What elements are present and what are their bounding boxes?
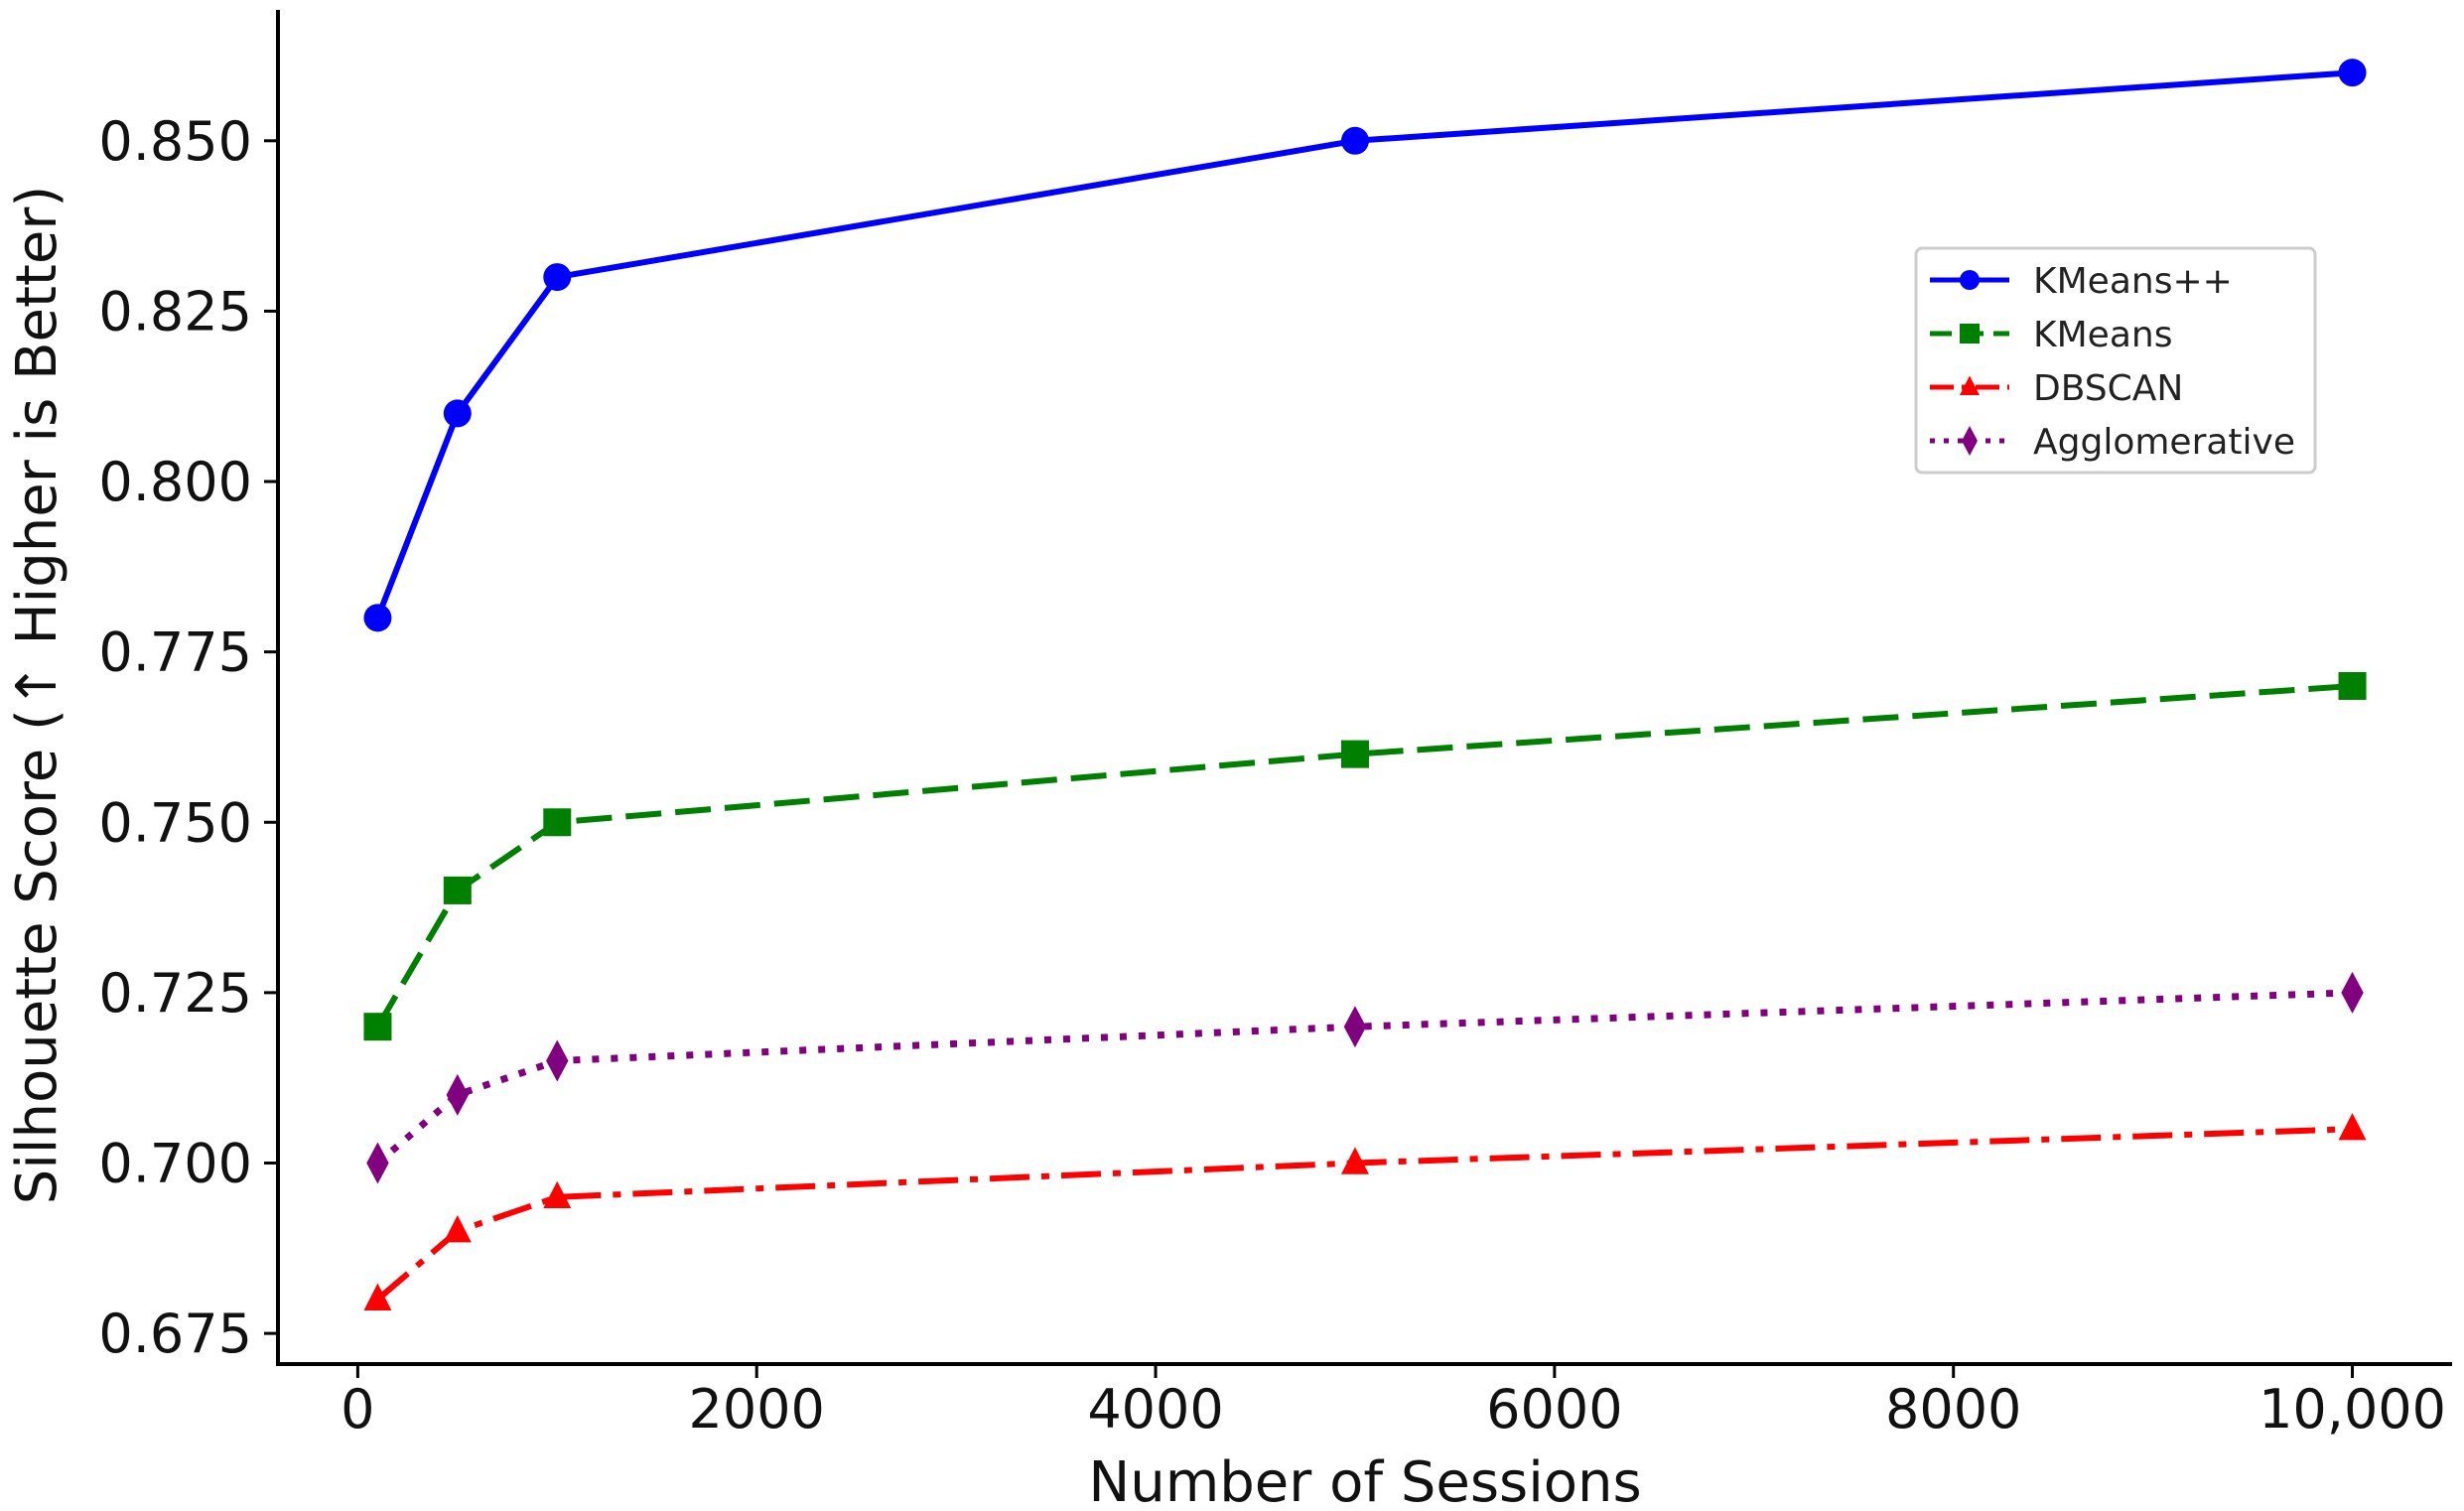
data-point	[363, 604, 392, 632]
x-tick-label: 10,000	[2259, 1378, 2446, 1441]
data-point	[543, 1180, 572, 1209]
data-point	[2341, 971, 2364, 1014]
x-axis-label: Number of Sessions	[1088, 1450, 1641, 1511]
data-point	[366, 1142, 389, 1184]
legend-item-kmeans: KMeans	[1930, 315, 2172, 355]
legend-label: Agglomerative	[2033, 422, 2295, 463]
series-kmeans	[363, 671, 2367, 1041]
legend-frame	[1914, 246, 2317, 475]
y-tick-label: 0.675	[98, 1303, 252, 1365]
series-line-kmeans	[374, 683, 2353, 1029]
data-point	[543, 263, 572, 292]
data-point	[446, 1073, 470, 1116]
legend-item-agglomerative: Agglomerative	[1930, 422, 2295, 463]
series-agglomerative	[366, 971, 2364, 1184]
data-point	[1340, 740, 1369, 768]
y-tick-label: 0.850	[98, 110, 252, 173]
y-tick-label: 0.750	[98, 791, 252, 854]
x-axis-ticks: 0 2000 4000 6000 8000 10,000	[341, 1364, 2446, 1441]
y-tick-label: 0.800	[98, 451, 252, 513]
legend-label: DBSCAN	[2033, 368, 2183, 409]
plot-lines	[363, 59, 2367, 1310]
legend-item-dbscan: DBSCAN	[1930, 368, 2183, 409]
data-point	[443, 399, 472, 428]
y-axis-label: Silhouette Score (↑ Higher is Better)	[5, 186, 69, 1204]
data-point	[2338, 671, 2367, 700]
data-point	[363, 1283, 392, 1310]
data-point	[443, 876, 472, 904]
legend-marker	[1960, 324, 1980, 343]
data-point	[2338, 1113, 2367, 1141]
data-point	[1340, 1147, 1369, 1174]
data-point	[546, 1039, 569, 1082]
data-point	[543, 808, 572, 837]
series-kmeansplusplus	[363, 59, 2367, 632]
y-axis-ticks: 0.675 0.700 0.725 0.750 0.775 0.800 0.825 0.850	[98, 110, 278, 1365]
legend-label: KMeans	[2033, 315, 2172, 355]
y-tick-label: 0.825	[98, 280, 252, 343]
legend-marker	[1960, 375, 1980, 395]
data-point	[1343, 1006, 1367, 1048]
y-tick-label: 0.700	[98, 1132, 252, 1194]
series-line-dbscan	[375, 1126, 2353, 1303]
legend-item-kmeansplusplus: KMeans++	[1930, 261, 2233, 302]
x-tick-label: 8000	[1885, 1378, 2021, 1441]
y-tick-label: 0.725	[98, 962, 252, 1025]
data-point	[2338, 59, 2367, 87]
series-line-agglomerative	[375, 989, 2353, 1167]
data-point	[363, 1013, 392, 1041]
data-point	[443, 1215, 472, 1243]
data-point	[1340, 126, 1369, 155]
series-dbscan	[363, 1113, 2367, 1310]
legend-label: KMeans++	[2033, 261, 2233, 302]
legend-marker	[1962, 426, 1978, 456]
legend: KMeans++ KMeans DBSCAN Agglomerative	[1914, 246, 2317, 475]
y-tick-label: 0.775	[98, 621, 252, 684]
x-tick-label: 2000	[688, 1378, 824, 1441]
x-tick-label: 4000	[1087, 1378, 1223, 1441]
x-tick-label: 0	[341, 1378, 374, 1441]
x-tick-label: 6000	[1486, 1378, 1622, 1441]
legend-marker	[1960, 270, 1980, 290]
